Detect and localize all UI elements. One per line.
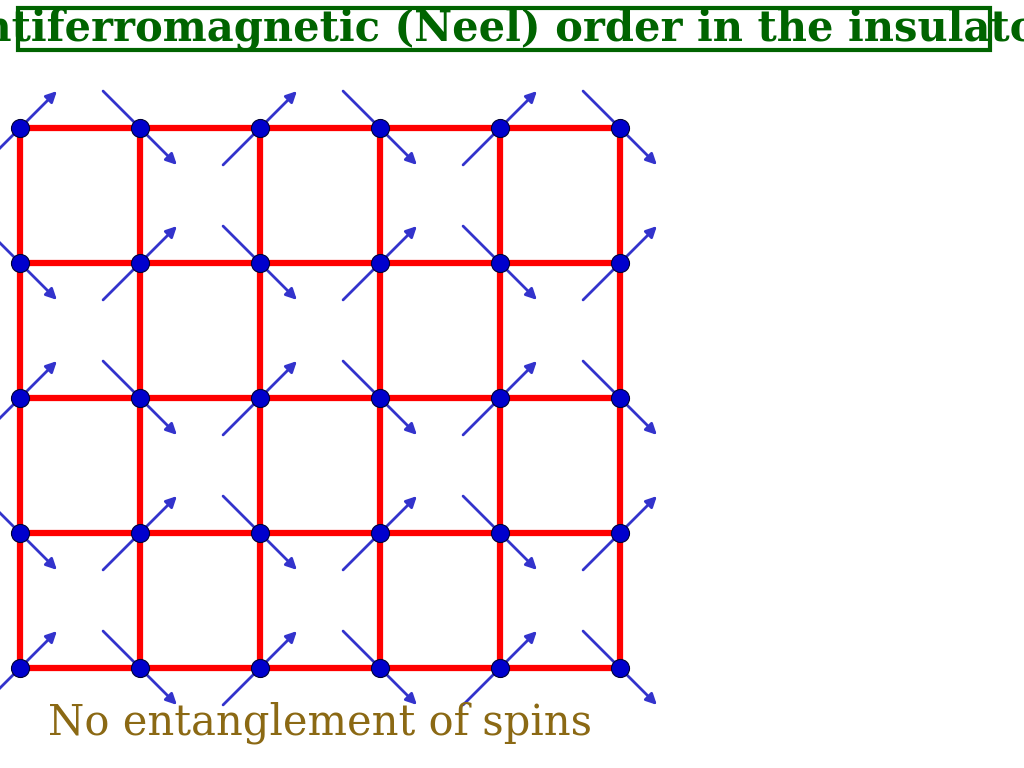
Text: Antiferromagnetic (Neel) order in the insulator: Antiferromagnetic (Neel) order in the in… xyxy=(0,8,1024,50)
FancyBboxPatch shape xyxy=(18,8,990,50)
Text: No entanglement of spins: No entanglement of spins xyxy=(48,702,592,744)
